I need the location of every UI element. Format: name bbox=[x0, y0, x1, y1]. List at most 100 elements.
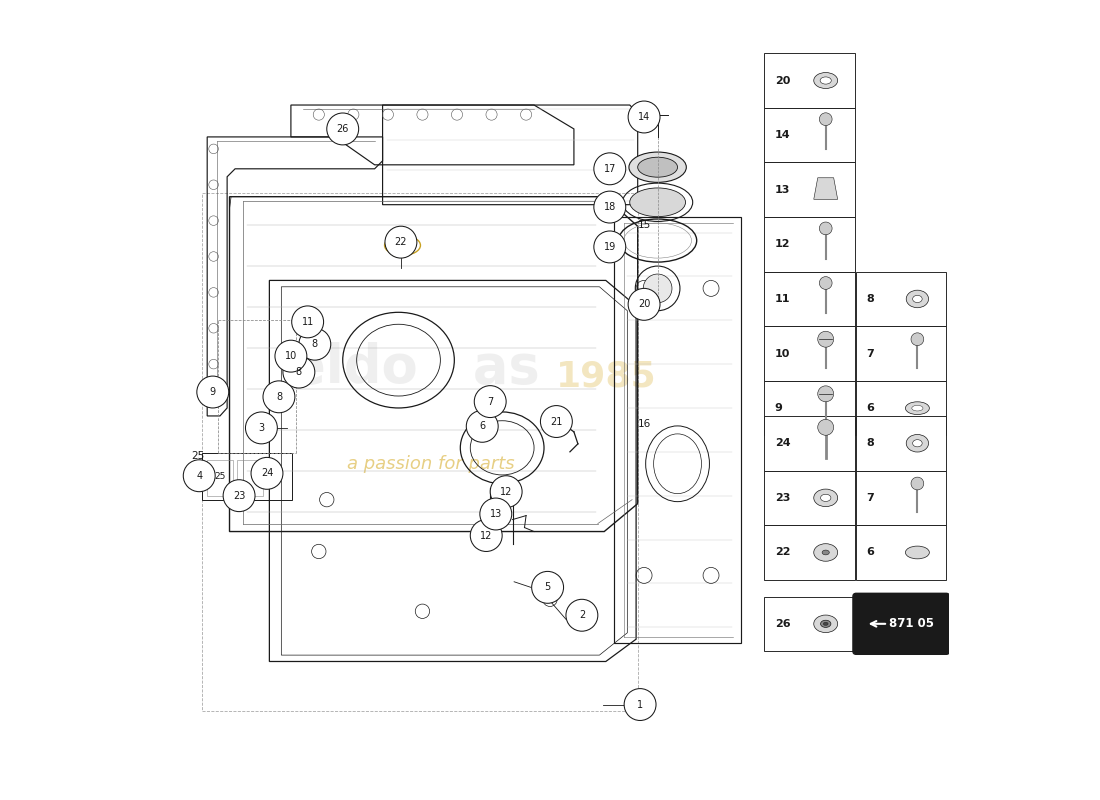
Circle shape bbox=[184, 460, 216, 492]
Text: 5: 5 bbox=[544, 582, 551, 592]
Circle shape bbox=[474, 386, 506, 418]
Text: 8: 8 bbox=[296, 367, 301, 377]
Polygon shape bbox=[814, 178, 838, 199]
Text: 3: 3 bbox=[258, 423, 264, 433]
Circle shape bbox=[644, 274, 672, 302]
Ellipse shape bbox=[905, 402, 930, 414]
Text: 20: 20 bbox=[774, 75, 790, 86]
Circle shape bbox=[480, 498, 512, 530]
Circle shape bbox=[245, 412, 277, 444]
Text: 8: 8 bbox=[867, 294, 875, 304]
Text: 14: 14 bbox=[638, 112, 650, 122]
Text: 7: 7 bbox=[487, 397, 493, 406]
Text: 12: 12 bbox=[774, 239, 790, 250]
Circle shape bbox=[817, 419, 834, 435]
Ellipse shape bbox=[814, 73, 838, 89]
Circle shape bbox=[540, 406, 572, 438]
Text: 17: 17 bbox=[604, 164, 616, 174]
Circle shape bbox=[471, 519, 503, 551]
Circle shape bbox=[491, 476, 522, 508]
Circle shape bbox=[327, 113, 359, 145]
Text: 16: 16 bbox=[637, 419, 651, 429]
Circle shape bbox=[283, 356, 315, 388]
Text: 871 05: 871 05 bbox=[890, 618, 935, 630]
FancyBboxPatch shape bbox=[764, 108, 855, 162]
Ellipse shape bbox=[814, 544, 838, 562]
FancyBboxPatch shape bbox=[764, 54, 855, 108]
Circle shape bbox=[820, 222, 832, 234]
Circle shape bbox=[197, 376, 229, 408]
Circle shape bbox=[223, 480, 255, 512]
FancyBboxPatch shape bbox=[764, 470, 855, 525]
Ellipse shape bbox=[912, 406, 923, 411]
Circle shape bbox=[275, 340, 307, 372]
Text: 11: 11 bbox=[774, 294, 790, 304]
Text: 9: 9 bbox=[774, 403, 783, 413]
Ellipse shape bbox=[821, 494, 830, 502]
Text: 25: 25 bbox=[191, 451, 205, 461]
Circle shape bbox=[263, 381, 295, 413]
Ellipse shape bbox=[629, 188, 685, 217]
Ellipse shape bbox=[913, 295, 922, 302]
Ellipse shape bbox=[638, 158, 678, 177]
Text: eldo   as: eldo as bbox=[289, 342, 539, 394]
FancyBboxPatch shape bbox=[764, 326, 855, 381]
Text: 26: 26 bbox=[337, 124, 349, 134]
Ellipse shape bbox=[906, 434, 928, 452]
Circle shape bbox=[299, 328, 331, 360]
Circle shape bbox=[911, 333, 924, 346]
FancyBboxPatch shape bbox=[852, 594, 949, 654]
Text: 22: 22 bbox=[395, 237, 407, 247]
Circle shape bbox=[911, 477, 924, 490]
Text: 12: 12 bbox=[480, 530, 493, 541]
Text: 23: 23 bbox=[774, 493, 790, 503]
FancyBboxPatch shape bbox=[764, 272, 855, 326]
Text: 10: 10 bbox=[774, 349, 790, 358]
FancyBboxPatch shape bbox=[764, 162, 855, 217]
Text: 13: 13 bbox=[774, 185, 790, 194]
FancyBboxPatch shape bbox=[856, 326, 946, 381]
Text: 6: 6 bbox=[867, 547, 875, 558]
Text: 8: 8 bbox=[867, 438, 875, 448]
Text: 8: 8 bbox=[311, 339, 318, 349]
Circle shape bbox=[817, 386, 834, 402]
FancyBboxPatch shape bbox=[764, 597, 855, 651]
FancyBboxPatch shape bbox=[764, 381, 855, 435]
Circle shape bbox=[628, 288, 660, 320]
Text: 22: 22 bbox=[774, 547, 790, 558]
Text: 4: 4 bbox=[196, 470, 202, 481]
Text: 7: 7 bbox=[867, 349, 875, 358]
Ellipse shape bbox=[814, 489, 838, 506]
Text: 10: 10 bbox=[285, 351, 297, 361]
Circle shape bbox=[820, 277, 832, 290]
Ellipse shape bbox=[823, 622, 828, 626]
FancyBboxPatch shape bbox=[856, 272, 946, 326]
Text: 11: 11 bbox=[301, 317, 314, 327]
Text: a passion for parts: a passion for parts bbox=[346, 454, 514, 473]
Circle shape bbox=[565, 599, 597, 631]
Text: 24: 24 bbox=[774, 438, 791, 448]
Text: 20: 20 bbox=[638, 299, 650, 310]
Text: 9: 9 bbox=[210, 387, 216, 397]
Text: 12: 12 bbox=[500, 486, 513, 497]
Text: 15: 15 bbox=[637, 220, 651, 230]
Text: 14: 14 bbox=[774, 130, 791, 140]
Text: 24: 24 bbox=[261, 468, 273, 478]
FancyBboxPatch shape bbox=[764, 416, 855, 470]
Circle shape bbox=[594, 231, 626, 263]
Ellipse shape bbox=[821, 77, 832, 84]
Circle shape bbox=[292, 306, 323, 338]
FancyBboxPatch shape bbox=[856, 525, 946, 580]
Ellipse shape bbox=[629, 152, 686, 182]
FancyBboxPatch shape bbox=[764, 525, 855, 580]
Text: 26: 26 bbox=[774, 619, 791, 629]
Text: 1: 1 bbox=[637, 699, 644, 710]
Text: 8: 8 bbox=[276, 392, 282, 402]
Text: 23: 23 bbox=[233, 490, 245, 501]
Circle shape bbox=[624, 689, 656, 721]
Circle shape bbox=[628, 101, 660, 133]
Text: 6: 6 bbox=[480, 422, 485, 431]
Text: 7: 7 bbox=[867, 493, 875, 503]
Circle shape bbox=[820, 113, 832, 126]
Ellipse shape bbox=[905, 546, 930, 559]
